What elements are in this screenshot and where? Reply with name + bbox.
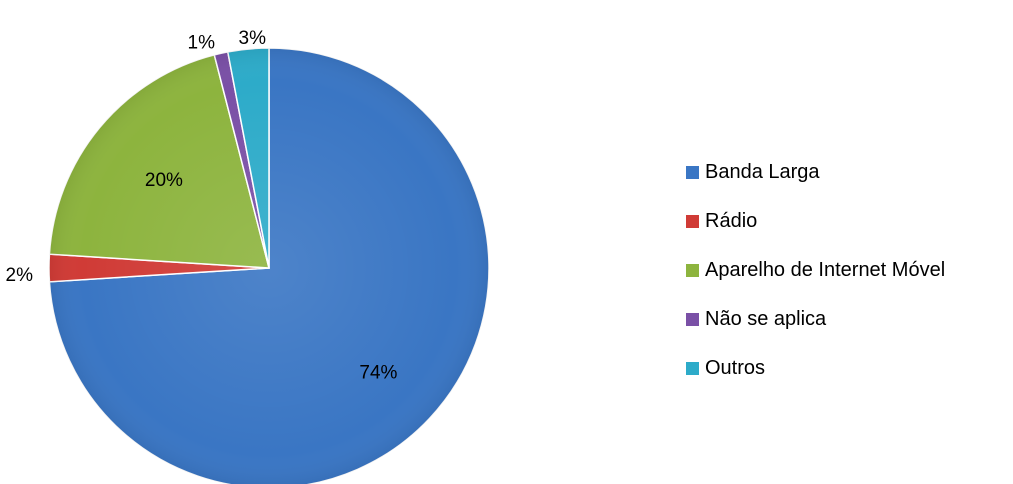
data-label: 3%: [239, 28, 267, 49]
legend: Banda Larga Rádio Aparelho de Internet M…: [686, 158, 945, 403]
legend-label: Aparelho de Internet Móvel: [705, 259, 946, 281]
legend-label: Não se aplica: [705, 308, 827, 330]
pie-data-labels: 74% 2% 20% 1% 3%: [6, 28, 398, 383]
data-label: 1%: [188, 32, 216, 53]
data-label: 2%: [6, 265, 34, 286]
data-label: 74%: [359, 362, 397, 383]
legend-label: Banda Larga: [705, 161, 820, 183]
data-label: 20%: [145, 170, 183, 191]
legend-swatch-aparelho-internet-movel: [686, 264, 699, 277]
legend-item: Rádio: [686, 207, 945, 236]
legend-label: Outros: [705, 357, 766, 379]
pie-slices: [48, 47, 490, 484]
legend-label: Rádio: [705, 210, 758, 232]
legend-swatch-nao-se-aplica: [686, 313, 699, 326]
legend-item: Outros: [686, 354, 945, 383]
legend-swatch-banda-larga: [686, 166, 699, 179]
legend-swatch-radio: [686, 215, 699, 228]
legend-item: Não se aplica: [686, 305, 945, 334]
legend-item: Banda Larga: [686, 158, 945, 187]
legend-swatch-outros: [686, 362, 699, 375]
legend-item: Aparelho de Internet Móvel: [686, 256, 945, 285]
